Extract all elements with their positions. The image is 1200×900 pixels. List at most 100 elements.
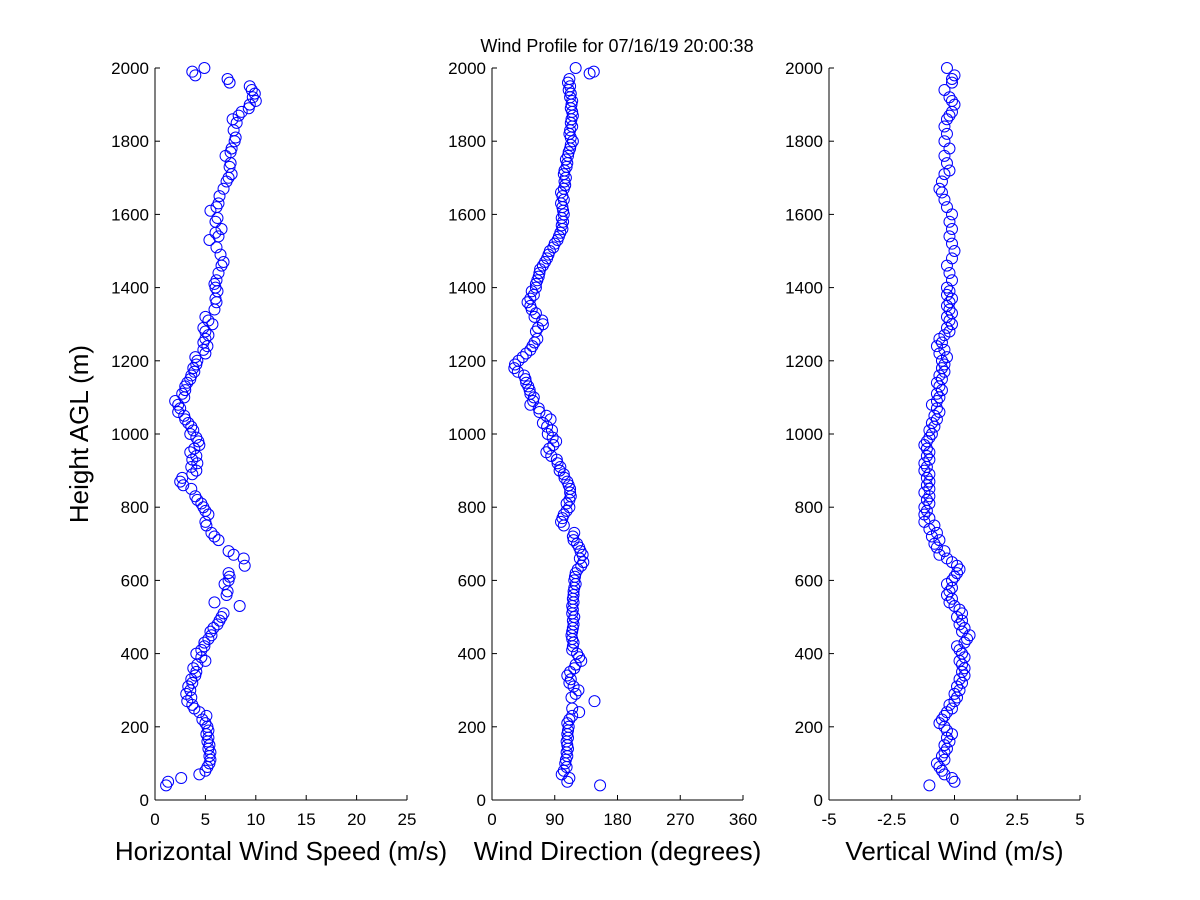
data-point (573, 706, 586, 719)
x-tick-label: 2.5 (1005, 810, 1029, 829)
data-point (577, 556, 590, 569)
data-point (568, 526, 581, 539)
data-point (217, 607, 230, 620)
data-point (521, 296, 534, 309)
data-point (540, 409, 553, 422)
data-point (940, 288, 953, 301)
data-point (551, 457, 564, 470)
data-point (948, 69, 961, 82)
data-point (221, 72, 234, 85)
data-point (181, 376, 194, 389)
x-tick-label: 5 (201, 810, 210, 829)
data-point (222, 567, 235, 580)
data-point (948, 775, 961, 788)
chart-title: Wind Profile for 07/16/19 20:00:38 (480, 36, 753, 56)
data-point (938, 149, 951, 162)
data-point (536, 318, 549, 331)
data-point (532, 270, 545, 283)
data-point (948, 570, 961, 583)
y-tick-label: 800 (121, 498, 149, 517)
data-point (233, 600, 246, 613)
data-point (943, 91, 956, 104)
data-point (230, 116, 243, 129)
data-point (182, 680, 195, 693)
data-point (520, 376, 533, 389)
data-point (238, 559, 251, 572)
x-tick-label: 0 (150, 810, 159, 829)
data-point (202, 314, 215, 327)
data-point (938, 746, 951, 759)
y-tick-label: 1600 (785, 205, 823, 224)
data-point (222, 171, 235, 184)
data-point (945, 72, 958, 85)
data-point (563, 713, 576, 726)
data-point (568, 574, 581, 587)
data-point (938, 135, 951, 148)
data-point (189, 69, 202, 82)
data-point (923, 475, 936, 488)
data-point (933, 534, 946, 547)
data-point (940, 259, 953, 272)
data-point (948, 695, 961, 708)
y-tick-label: 1600 (448, 205, 486, 224)
data-point (925, 428, 938, 440)
data-point (958, 669, 971, 682)
data-point (175, 772, 188, 785)
x-tick-label: 5 (1075, 810, 1084, 829)
data-point (228, 135, 241, 148)
data-point (943, 285, 956, 298)
data-point (222, 545, 235, 558)
data-point (529, 281, 542, 294)
y-tick-label: 1800 (785, 132, 823, 151)
data-point (940, 742, 953, 755)
data-point (180, 687, 193, 700)
y-tick-label: 1200 (448, 352, 486, 371)
data-point (920, 460, 933, 473)
data-point (948, 245, 961, 257)
data-point (227, 124, 240, 137)
data-point (557, 519, 570, 532)
data-point (162, 775, 175, 788)
data-point (199, 310, 212, 323)
data-point (185, 420, 198, 433)
data-point (178, 409, 191, 422)
series-points (160, 62, 262, 792)
data-point (237, 552, 250, 565)
data-point (202, 724, 215, 737)
data-point (935, 175, 948, 188)
data-point (945, 702, 958, 715)
x-tick-label: 360 (729, 810, 757, 829)
y-tick-label: 600 (121, 571, 149, 590)
y-tick-label: 2000 (448, 59, 486, 78)
data-point (221, 585, 234, 598)
data-point (524, 292, 537, 305)
data-point (193, 768, 206, 781)
panel-speed: 0 200 400 600 800 1000 1200 1400 1600 1800 2000 0 5 1… (111, 59, 447, 866)
data-point (518, 369, 531, 382)
data-point (209, 226, 222, 239)
data-point (524, 299, 537, 312)
data-point (930, 526, 943, 539)
y-tick-label: 1800 (448, 132, 486, 151)
data-point (918, 464, 931, 477)
data-point (248, 87, 261, 100)
x-tick-label: 10 (246, 810, 265, 829)
data-point (587, 65, 600, 78)
data-point (940, 157, 953, 170)
data-point (945, 772, 958, 785)
data-point (226, 113, 239, 126)
data-point (945, 94, 958, 107)
data-point (935, 750, 948, 763)
data-point (938, 753, 951, 766)
data-point (945, 223, 958, 236)
data-point (533, 406, 546, 419)
y-tick-label: 400 (458, 645, 486, 664)
data-point (940, 127, 953, 140)
data-point (569, 62, 582, 74)
data-point (220, 589, 233, 602)
data-point (933, 380, 946, 393)
data-point (938, 193, 951, 206)
data-point (920, 449, 933, 462)
x-axis-label: Vertical Wind (m/s) (845, 836, 1063, 866)
data-point (543, 442, 556, 455)
